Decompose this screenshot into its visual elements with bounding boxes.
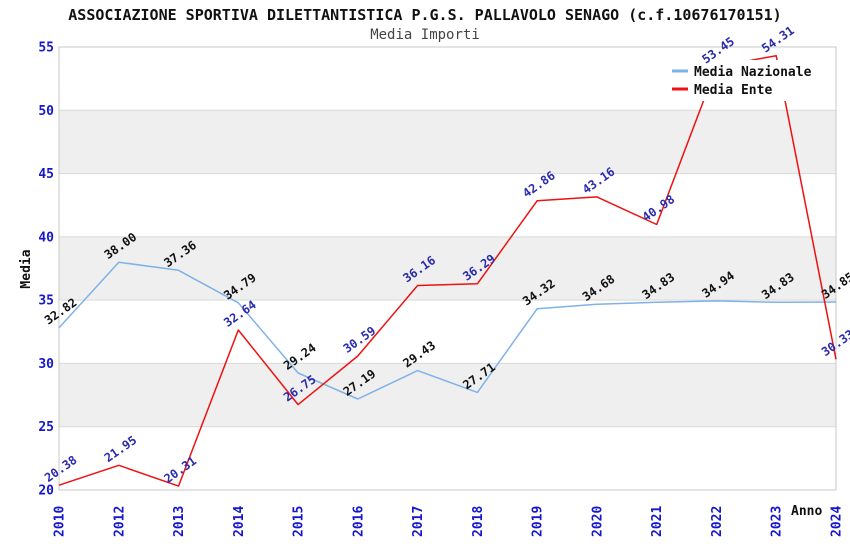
x-tick-label: 2013 xyxy=(172,506,187,537)
x-tick-label: 2016 xyxy=(351,506,366,537)
x-axis: 2010 2012 2013 2014 2015 2016 2017 2018 2019 2020… xyxy=(53,506,845,537)
y-tick-label: 25 xyxy=(38,420,54,435)
y-axis-title: Media xyxy=(19,249,34,288)
data-label: 32.64 xyxy=(221,298,259,330)
plot-band xyxy=(59,110,836,174)
plot-gridlines xyxy=(59,109,836,428)
x-tick-label: 2023 xyxy=(770,506,785,537)
series-line xyxy=(58,261,837,400)
y-tick-label: 35 xyxy=(38,294,54,309)
x-tick-label: 2021 xyxy=(650,506,665,537)
x-axis-title: Anno xyxy=(791,504,822,519)
x-tick-label: 2015 xyxy=(292,506,307,537)
x-tick-label: 2017 xyxy=(411,506,426,537)
x-tick-label: 2018 xyxy=(471,506,486,537)
legend-label-media-ente: Media Ente xyxy=(694,83,772,98)
x-tick-label: 2024 xyxy=(830,506,845,537)
data-label: 21.95 xyxy=(102,433,140,465)
legend-background xyxy=(660,60,832,101)
y-tick-label: 40 xyxy=(38,230,54,245)
x-tick-label: 2019 xyxy=(531,506,546,537)
y-tick-label: 45 xyxy=(38,167,54,182)
plot-bands xyxy=(59,110,836,427)
x-tick-label: 2010 xyxy=(53,506,68,537)
chart-subtitle: Media Importi xyxy=(370,27,480,43)
x-tick-label: 2012 xyxy=(112,506,127,537)
series-media-nazionale xyxy=(58,261,837,400)
x-tick-label: 2014 xyxy=(232,506,247,537)
plot-band xyxy=(59,236,836,301)
y-tick-label: 50 xyxy=(38,104,54,119)
data-label: 30.59 xyxy=(341,324,379,356)
legend: Media Nazionale Media Ente xyxy=(660,60,832,101)
y-axis: 20 25 30 35 40 45 50 55 xyxy=(38,41,54,499)
y-tick-label: 30 xyxy=(38,357,54,372)
plot-border xyxy=(58,46,837,491)
y-tick-label: 20 xyxy=(38,484,54,499)
plot-band xyxy=(59,363,836,427)
x-tick-label: 2022 xyxy=(710,506,725,537)
legend-label-media-nazionale: Media Nazionale xyxy=(694,65,812,80)
chart-title: ASSOCIAZIONE SPORTIVA DILETTANTISTICA P.… xyxy=(68,6,782,24)
x-tick-label: 2020 xyxy=(590,506,605,537)
y-tick-label: 55 xyxy=(38,41,54,56)
